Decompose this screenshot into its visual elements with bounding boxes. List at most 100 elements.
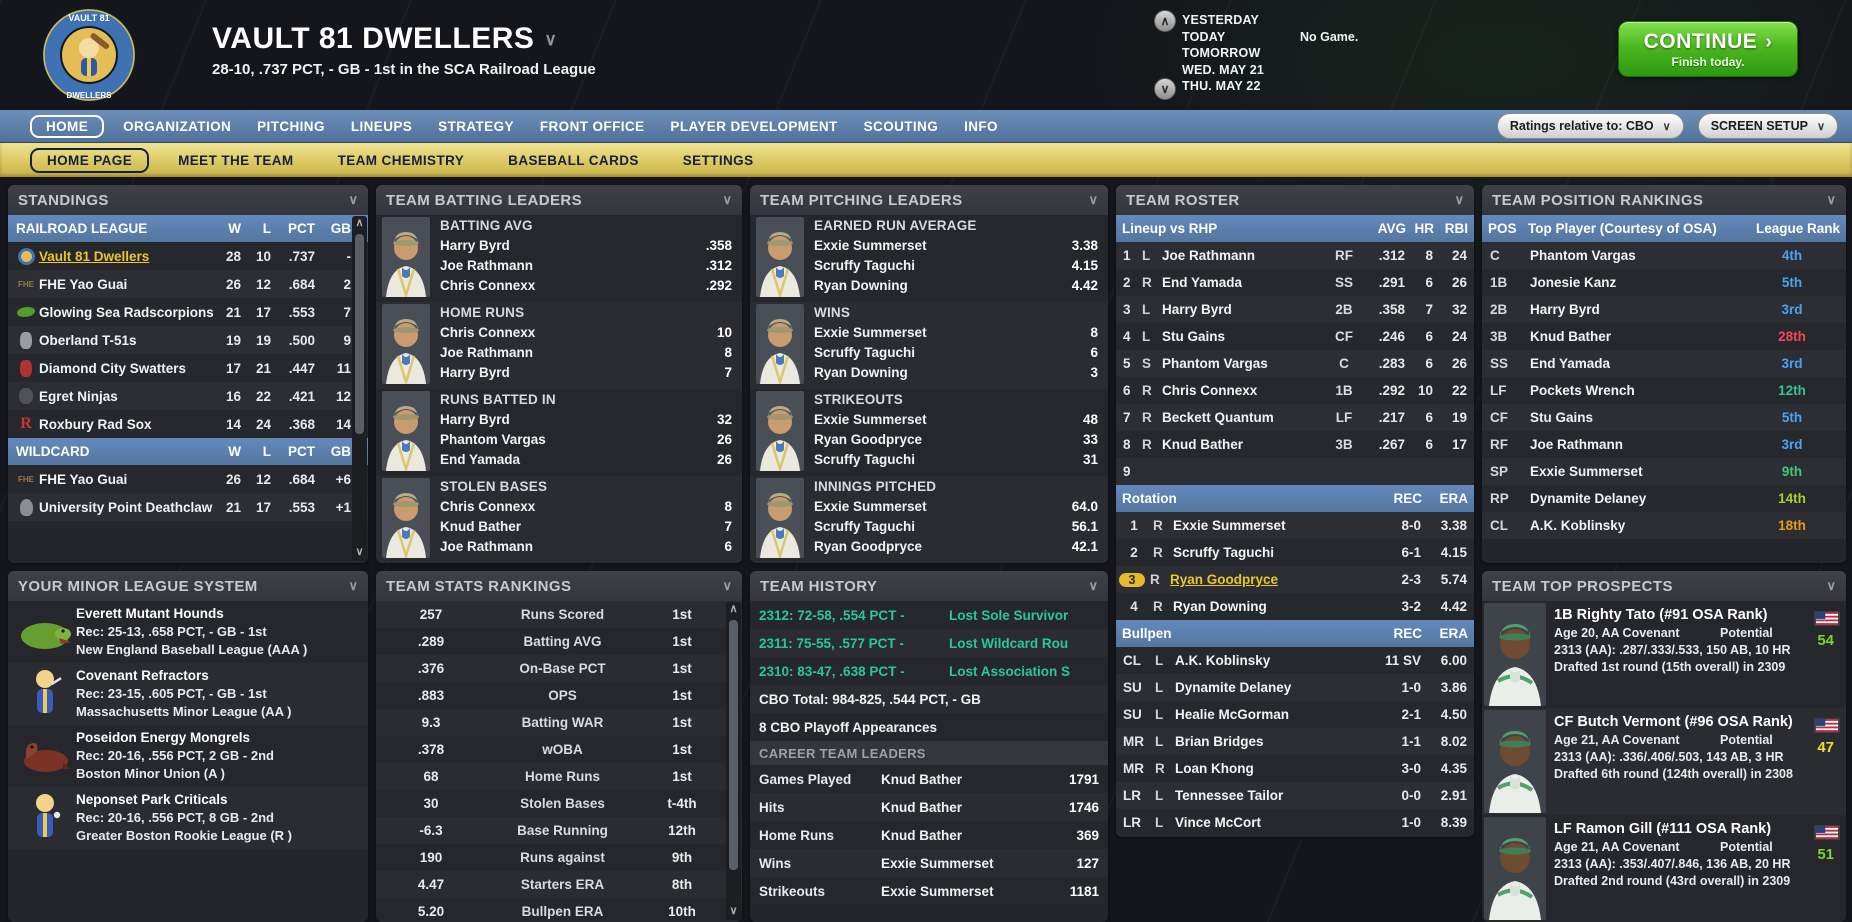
history-season-row[interactable]: 2311: 75-55, .577 PCT - Lost Wildcard Rou: [750, 629, 1108, 657]
minor-team-name-link[interactable]: Covenant Refractors: [76, 668, 209, 683]
leader-row[interactable]: Joe Rathmann 8: [440, 345, 736, 365]
stats-scrollbar[interactable]: ∧ ∨: [726, 602, 741, 920]
prospect-card[interactable]: LF Ramon Gill (#111 OSA Rank) Age 21, AA…: [1482, 815, 1846, 922]
lineup-row[interactable]: 8 R Knud Bather 3B .267 6 17: [1116, 431, 1474, 458]
team-name-link[interactable]: Oberland T-51s: [39, 332, 137, 348]
position-ranking-row[interactable]: LF Pockets Wrench 12th: [1482, 377, 1846, 404]
subtab-settings[interactable]: SETTINGS: [682, 152, 754, 168]
team-name-link[interactable]: Roxbury Rad Sox: [39, 416, 152, 432]
stat-ranking-row[interactable]: 257 Runs Scored 1st: [376, 601, 742, 628]
tab-lineups[interactable]: LINEUPS: [350, 119, 413, 134]
rotation-row-highlighted[interactable]: 3 R Ryan Goodpryce 2-3 5.74: [1116, 566, 1474, 593]
schedule-row[interactable]: YESTERDAY: [1182, 12, 1512, 29]
player-portrait[interactable]: [382, 217, 430, 297]
lineup-row[interactable]: 5 S Phantom Vargas C .283 6 26: [1116, 350, 1474, 377]
bullpen-row[interactable]: LR L Tennessee Tailor 0-0 2.91: [1116, 782, 1474, 809]
bullpen-row[interactable]: LR L Vince McCort 1-0 8.39: [1116, 809, 1474, 836]
team-name-link[interactable]: Vault 81 Dwellers: [39, 248, 150, 264]
collapse-chevron-icon[interactable]: ∨: [348, 578, 358, 593]
player-name-link[interactable]: Chris Connexx: [440, 499, 536, 514]
player-name-link[interactable]: Loan Khong: [1175, 761, 1254, 776]
rotation-row[interactable]: 1 R Exxie Summerset 8-0 3.38: [1116, 512, 1474, 539]
player-name-link[interactable]: Joe Rathmann: [440, 539, 534, 554]
career-leader-row[interactable]: Home Runs Knud Bather 369: [750, 821, 1108, 849]
bullpen-row[interactable]: SU L Healie McGorman 2-1 4.50: [1116, 701, 1474, 728]
team-name-link[interactable]: FHE Yao Guai: [39, 276, 128, 292]
player-name-link[interactable]: Knud Bather: [440, 519, 521, 534]
player-portrait[interactable]: [382, 391, 430, 471]
bullpen-row[interactable]: CL L A.K. Koblinsky 11 SV 6.00: [1116, 647, 1474, 674]
player-name-link[interactable]: Scruffy Taguchi: [1173, 545, 1275, 560]
team-name-heading[interactable]: VAULT 81 DWELLERS ∨: [212, 22, 596, 56]
player-name-link[interactable]: Exxie Summerset: [814, 325, 927, 340]
scroll-down-chevron-icon[interactable]: ∨: [729, 905, 738, 917]
leader-row[interactable]: Ryan Downing 4.42: [814, 278, 1102, 298]
player-name-link[interactable]: Harry Byrd: [440, 412, 510, 427]
tab-strategy[interactable]: STRATEGY: [438, 119, 514, 134]
player-name-link[interactable]: Joe Rathmann: [440, 345, 534, 360]
leader-row[interactable]: Joe Rathmann .312: [440, 258, 736, 278]
stat-ranking-row[interactable]: 4.47 Starters ERA 8th: [376, 871, 742, 898]
leader-row[interactable]: Exxie Summerset 8: [814, 325, 1102, 345]
position-ranking-row[interactable]: 2B Harry Byrd 3rd: [1482, 296, 1846, 323]
player-portrait[interactable]: [756, 304, 804, 384]
tab-info[interactable]: INFO: [964, 119, 998, 134]
prospect-title-link[interactable]: LF Ramon Gill (#111 OSA Rank): [1554, 821, 1772, 837]
schedule-row[interactable]: TOMORROW: [1182, 45, 1512, 62]
player-name-link[interactable]: End Yamada: [1530, 356, 1611, 371]
leader-row[interactable]: Phantom Vargas 26: [440, 432, 736, 452]
leader-row[interactable]: Joe Rathmann 6: [440, 539, 736, 559]
bullpen-row[interactable]: MR R Loan Khong 3-0 4.35: [1116, 755, 1474, 782]
rotation-row[interactable]: 2 R Scruffy Taguchi 6-1 4.15: [1116, 539, 1474, 566]
player-name-link[interactable]: Scruffy Taguchi: [814, 519, 916, 534]
screen-setup-dropdown[interactable]: SCREEN SETUP ∨: [1697, 113, 1838, 139]
leader-row[interactable]: Chris Connexx 8: [440, 499, 736, 519]
stat-ranking-row[interactable]: 9.3 Batting WAR 1st: [376, 709, 742, 736]
position-ranking-row[interactable]: C Phantom Vargas 4th: [1482, 242, 1846, 269]
leader-row[interactable]: Scruffy Taguchi 56.1: [814, 519, 1102, 539]
player-name-link[interactable]: Dynamite Delaney: [1175, 680, 1292, 695]
rotation-row[interactable]: 4 R Ryan Downing 3-2 4.42: [1116, 593, 1474, 620]
position-ranking-row[interactable]: RF Joe Rathmann 3rd: [1482, 431, 1846, 458]
standings-row[interactable]: Oberland T-51s 19 19 .500 9: [8, 326, 368, 354]
schedule-row[interactable]: WED. MAY 21: [1182, 62, 1512, 79]
scroll-up-chevron-icon[interactable]: ∧: [355, 217, 364, 229]
stat-ranking-row[interactable]: 68 Home Runs 1st: [376, 763, 742, 790]
player-portrait[interactable]: [382, 478, 430, 558]
player-name-link[interactable]: Harry Byrd: [440, 365, 510, 380]
player-portrait[interactable]: [382, 304, 430, 384]
subtab-team-chemistry[interactable]: TEAM CHEMISTRY: [337, 152, 465, 168]
leader-row[interactable]: Scruffy Taguchi 31: [814, 452, 1102, 472]
tab-home[interactable]: HOME: [30, 115, 105, 138]
player-name-link[interactable]: Harry Byrd: [440, 238, 510, 253]
player-portrait[interactable]: [756, 478, 804, 558]
schedule-up-chevron-icon[interactable]: ∧: [1154, 10, 1176, 32]
chevron-down-icon[interactable]: ∨: [544, 30, 558, 49]
player-name-link[interactable]: Jonesie Kanz: [1530, 275, 1617, 290]
player-name-link[interactable]: Chris Connexx: [440, 325, 536, 340]
leader-row[interactable]: Chris Connexx .292: [440, 278, 736, 298]
leader-row[interactable]: Scruffy Taguchi 6: [814, 345, 1102, 365]
leader-row[interactable]: Ryan Downing 3: [814, 365, 1102, 385]
position-ranking-row[interactable]: SP Exxie Summerset 9th: [1482, 458, 1846, 485]
stat-ranking-row[interactable]: .883 OPS 1st: [376, 682, 742, 709]
standings-row[interactable]: FHE FHE Yao Guai 26 12 .684 2: [8, 270, 368, 298]
player-name-link[interactable]: End Yamada: [1162, 275, 1243, 290]
subtab-meet-the-team[interactable]: MEET THE TEAM: [178, 152, 294, 168]
player-name-link[interactable]: Harry Byrd: [1530, 302, 1600, 317]
player-name-link[interactable]: Ryan Goodpryce: [814, 432, 923, 447]
prospect-card[interactable]: CF Butch Vermont (#96 OSA Rank) Age 21, …: [1482, 708, 1846, 815]
collapse-chevron-icon[interactable]: ∨: [722, 578, 732, 593]
scrollbar-thumb[interactable]: [729, 620, 738, 870]
player-name-link[interactable]: Exxie Summerset: [881, 883, 994, 899]
player-name-link[interactable]: A.K. Koblinsky: [1175, 653, 1271, 668]
scrollbar-thumb[interactable]: [355, 234, 364, 434]
leader-row[interactable]: Ryan Goodpryce 42.1: [814, 539, 1102, 559]
continue-button[interactable]: CONTINUE › Finish today.: [1618, 21, 1798, 77]
player-name-link[interactable]: Ryan Goodpryce: [1170, 572, 1279, 587]
player-name-link[interactable]: Scruffy Taguchi: [814, 345, 916, 360]
leader-row[interactable]: Harry Byrd 7: [440, 365, 736, 385]
player-name-link[interactable]: Stu Gains: [1162, 329, 1226, 344]
player-portrait[interactable]: [1484, 710, 1546, 813]
standings-row[interactable]: University Point Deathclaws 21 17 .553 +1: [8, 493, 368, 521]
